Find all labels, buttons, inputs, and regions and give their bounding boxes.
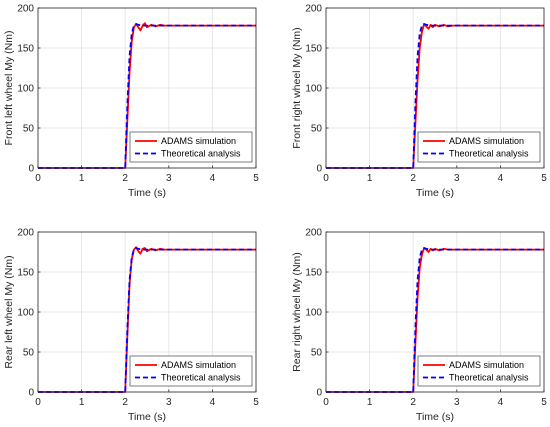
series-line-theoretical-analysis [38, 23, 256, 169]
legend-label: Theoretical analysis [161, 373, 241, 383]
x-tick-label: 1 [79, 173, 85, 184]
x-tick-label: 3 [454, 173, 460, 184]
x-tick-label: 4 [498, 173, 504, 184]
x-axis-label: Time (s) [416, 411, 454, 423]
series-line-adams-simulation [38, 22, 256, 169]
y-tick-label: 50 [23, 348, 35, 359]
y-axis-label: Front left wheel My (Nm) [3, 31, 15, 146]
legend: ADAMS simulation Theoretical analysis [417, 355, 541, 387]
legend-label: ADAMS simulation [449, 360, 524, 370]
y-tick-label: 200 [17, 4, 34, 15]
legend-box [417, 131, 541, 163]
legend: ADAMS simulation Theoretical analysis [129, 131, 253, 163]
y-tick-label: 150 [305, 268, 322, 279]
legend-label: Theoretical analysis [161, 149, 241, 159]
y-tick-label: 100 [17, 84, 34, 95]
y-axis-label: Front right wheel My (Nm) [291, 27, 303, 148]
y-tick-label: 50 [23, 124, 35, 135]
legend-label: ADAMS simulation [449, 136, 524, 146]
x-axis-label: Time (s) [416, 187, 454, 199]
x-tick-label: 2 [122, 173, 128, 184]
series-line-adams-simulation [326, 23, 544, 169]
legend: ADAMS simulation Theoretical analysis [129, 355, 253, 387]
x-tick-label: 2 [122, 397, 128, 408]
y-tick-label: 50 [311, 124, 323, 135]
x-tick-label: 5 [541, 173, 547, 184]
y-axis-label: Rear right wheel My (Nm) [291, 252, 303, 372]
y-tick-label: 150 [305, 44, 322, 55]
x-tick-label: 2 [410, 397, 416, 408]
x-tick-label: 2 [410, 173, 416, 184]
x-tick-label: 5 [541, 397, 547, 408]
y-tick-label: 50 [311, 348, 323, 359]
legend-box [129, 131, 253, 163]
x-tick-label: 4 [210, 397, 216, 408]
x-tick-label: 1 [79, 397, 85, 408]
x-tick-label: 5 [253, 397, 259, 408]
y-tick-label: 150 [17, 268, 34, 279]
y-tick-label: 150 [17, 44, 34, 55]
y-tick-label: 100 [17, 308, 34, 319]
legend-label: Theoretical analysis [449, 149, 529, 159]
x-tick-label: 3 [166, 173, 172, 184]
y-tick-label: 200 [17, 228, 34, 239]
x-tick-label: 5 [253, 173, 259, 184]
legend: ADAMS simulation Theoretical analysis [417, 131, 541, 163]
legend-label: ADAMS simulation [161, 136, 236, 146]
x-tick-label: 1 [367, 173, 373, 184]
x-tick-label: 3 [166, 397, 172, 408]
y-tick-label: 0 [316, 388, 322, 399]
y-tick-label: 100 [305, 308, 322, 319]
y-tick-label: 0 [316, 164, 322, 175]
y-tick-label: 200 [305, 4, 322, 15]
x-tick-label: 0 [35, 397, 41, 408]
series-line-theoretical-analysis [326, 23, 544, 169]
axes-box [325, 231, 545, 393]
series-line-theoretical-analysis [326, 247, 544, 393]
legend-box [417, 355, 541, 387]
axes-box [37, 231, 257, 393]
x-tick-label: 3 [454, 397, 460, 408]
axes-box [37, 7, 257, 169]
y-tick-label: 100 [305, 84, 322, 95]
x-tick-label: 1 [367, 397, 373, 408]
x-tick-label: 0 [323, 397, 329, 408]
series-line-theoretical-analysis [38, 247, 256, 393]
x-axis-label: Time (s) [128, 411, 166, 423]
y-tick-label: 200 [305, 228, 322, 239]
y-tick-label: 0 [28, 164, 34, 175]
y-axis-label: Rear left wheel My (Nm) [3, 255, 15, 368]
x-axis-label: Time (s) [128, 187, 166, 199]
x-tick-label: 4 [498, 397, 504, 408]
legend-label: ADAMS simulation [161, 360, 236, 370]
x-tick-label: 0 [35, 173, 41, 184]
legend-box [129, 355, 253, 387]
axes-box [325, 7, 545, 169]
x-tick-label: 4 [210, 173, 216, 184]
y-tick-label: 0 [28, 388, 34, 399]
legend-label: Theoretical analysis [449, 373, 529, 383]
x-tick-label: 0 [323, 173, 329, 184]
